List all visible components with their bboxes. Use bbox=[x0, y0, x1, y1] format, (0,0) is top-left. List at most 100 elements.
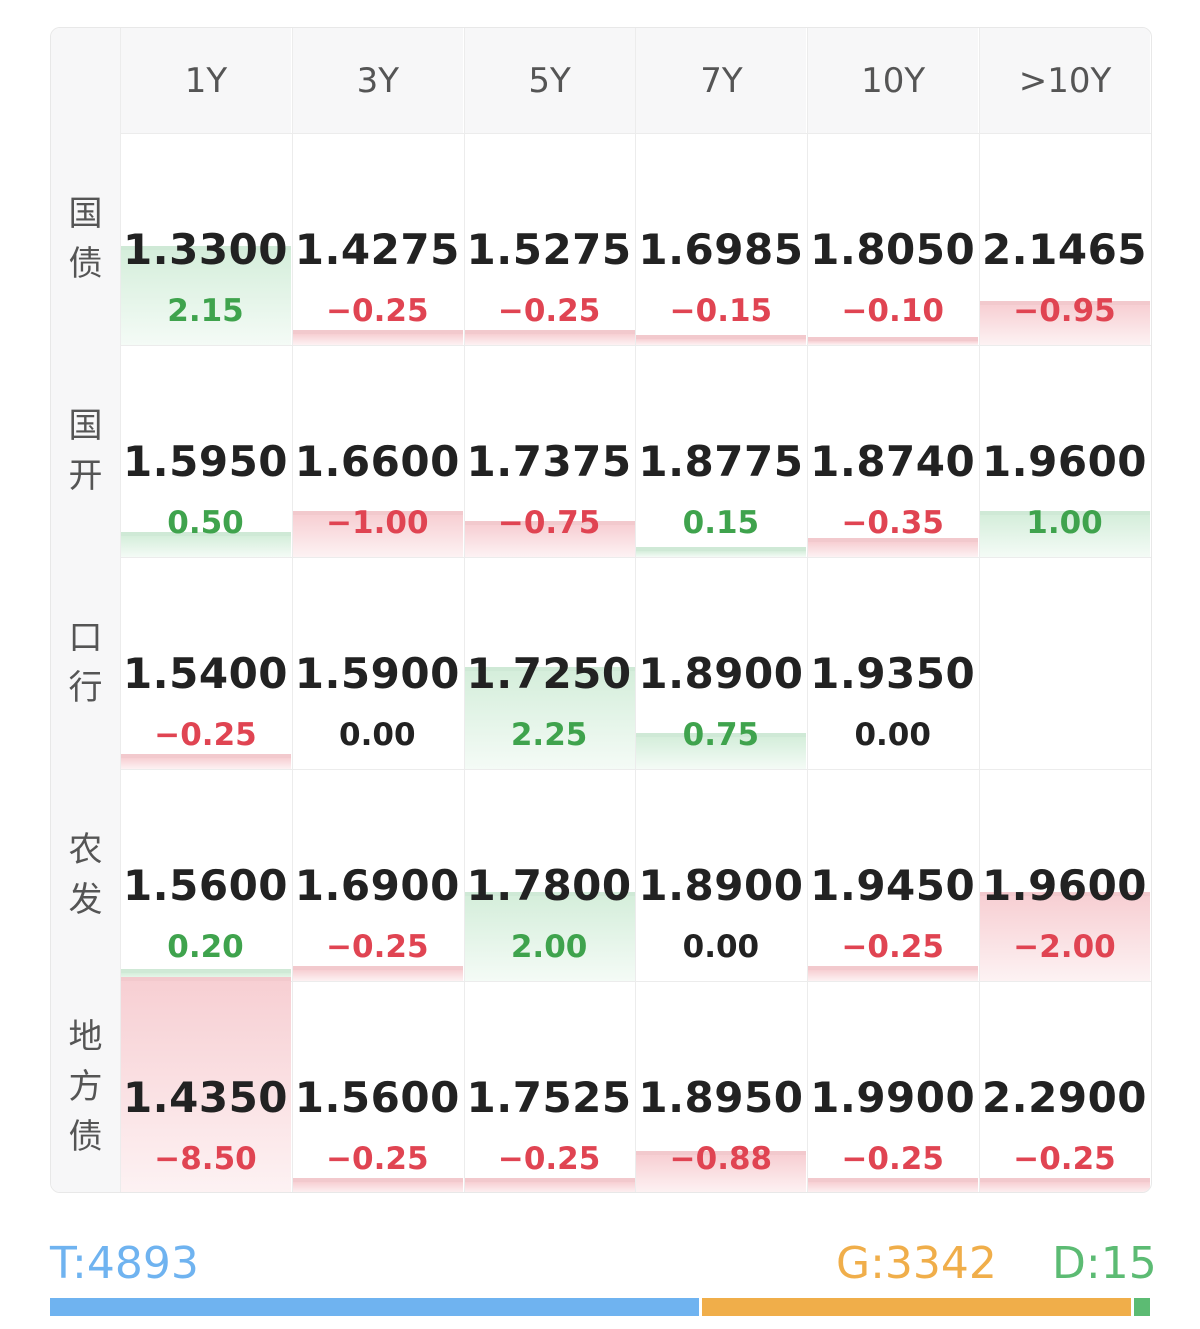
rate-value: 1.8900 bbox=[638, 649, 804, 698]
rate-value: 1.5600 bbox=[122, 861, 289, 910]
rate-value: 1.3300 bbox=[122, 225, 289, 274]
rate-cell[interactable]: 1.4275 −0.25 bbox=[291, 133, 463, 345]
rate-value: 1.4350 bbox=[122, 1073, 289, 1122]
column-divider bbox=[291, 133, 293, 1192]
rate-cell[interactable]: 1.9450 −0.25 bbox=[807, 769, 979, 981]
column-header[interactable]: 7Y bbox=[635, 28, 807, 133]
rate-value: 1.8900 bbox=[638, 861, 804, 910]
change-value: 2.25 bbox=[510, 717, 588, 753]
change-bar-down bbox=[807, 337, 979, 345]
row-header[interactable]: 国债 bbox=[51, 133, 120, 345]
rate-cell[interactable]: 1.7375 −0.75 bbox=[463, 345, 635, 557]
rate-value: 1.5400 bbox=[122, 649, 289, 698]
change-bar-up bbox=[120, 532, 291, 557]
row-header[interactable]: 口行 bbox=[51, 557, 120, 769]
yield-grid: 1Y 3Y 5Y 7Y 10Y >10Y 国债 1.3300 2.15 1.4275 −0.25 1.… bbox=[50, 27, 1152, 1193]
row-header-label: 地方债 bbox=[68, 1017, 103, 1157]
change-bar-down bbox=[807, 966, 979, 981]
rate-value: 1.8740 bbox=[810, 437, 976, 486]
row-divider bbox=[51, 769, 1151, 770]
rate-cell[interactable]: 1.9600 1.00 bbox=[979, 345, 1150, 557]
change-bar-down bbox=[635, 1151, 807, 1192]
rate-cell[interactable]: 1.5900 0.00 bbox=[292, 557, 463, 769]
rate-value: 1.7375 bbox=[466, 437, 632, 486]
change-value: 0.15 bbox=[682, 505, 760, 541]
change-value: −0.35 bbox=[841, 505, 944, 541]
row-divider bbox=[51, 981, 1151, 982]
rate-cell[interactable]: 1.4350 −8.50 bbox=[120, 977, 291, 1192]
rate-value: 1.9600 bbox=[981, 861, 1148, 910]
rate-value: 1.6600 bbox=[294, 437, 460, 486]
rate-cell[interactable]: 1.6985 −0.15 bbox=[635, 133, 807, 345]
rate-cell[interactable]: 1.8050 −0.10 bbox=[807, 133, 979, 345]
column-divider bbox=[807, 133, 809, 1192]
change-bar-down bbox=[291, 330, 463, 345]
change-bar-up bbox=[120, 246, 291, 345]
change-value: 0.00 bbox=[339, 717, 416, 753]
rate-value: 1.5600 bbox=[294, 1073, 460, 1122]
rate-cell[interactable]: 1.5275 −0.25 bbox=[463, 133, 635, 345]
change-value: 2.00 bbox=[510, 929, 588, 965]
rate-value: 1.5275 bbox=[466, 225, 632, 274]
change-bar-down bbox=[120, 754, 291, 769]
rate-value: 1.9350 bbox=[810, 649, 976, 698]
column-header[interactable]: >10Y bbox=[979, 28, 1150, 133]
column-header[interactable]: 5Y bbox=[463, 28, 635, 133]
rate-cell[interactable]: 1.9350 0.00 bbox=[807, 557, 978, 769]
change-bar-down bbox=[807, 538, 979, 557]
rate-cell[interactable]: 1.6600 −1.00 bbox=[291, 345, 463, 557]
row-divider bbox=[51, 557, 1151, 558]
rate-value: 1.7800 bbox=[466, 861, 632, 910]
column-header[interactable]: 1Y bbox=[120, 28, 291, 133]
rate-cell[interactable]: 1.7525 −0.25 bbox=[463, 981, 635, 1192]
d-segment bbox=[1133, 1298, 1150, 1316]
row-header[interactable]: 国开 bbox=[51, 345, 120, 557]
change-value: 0.50 bbox=[167, 505, 244, 541]
change-bar-down bbox=[291, 1178, 463, 1192]
change-value: −0.25 bbox=[497, 293, 601, 329]
rate-cell[interactable]: 2.1465 −0.95 bbox=[979, 133, 1150, 345]
g-count-label: G:3342 bbox=[836, 1238, 997, 1289]
rate-cell[interactable]: 1.9600 −2.00 bbox=[979, 769, 1150, 981]
row-header[interactable]: 地方债 bbox=[51, 981, 120, 1192]
rate-cell[interactable]: 1.8900 0.00 bbox=[635, 769, 806, 981]
row-header-label: 国开 bbox=[68, 406, 103, 496]
rate-cell[interactable]: 1.5400 −0.25 bbox=[120, 557, 291, 769]
column-divider bbox=[1150, 133, 1151, 1192]
rate-cell[interactable]: 1.8740 −0.35 bbox=[807, 345, 979, 557]
row-divider bbox=[51, 345, 1151, 346]
rate-cell[interactable]: 1.9900 −0.25 bbox=[807, 981, 979, 1192]
change-value: −0.25 bbox=[841, 1141, 944, 1177]
change-bar-down bbox=[807, 1178, 979, 1192]
rate-cell[interactable]: 1.7250 2.25 bbox=[463, 557, 635, 769]
column-header[interactable]: 3Y bbox=[291, 28, 463, 133]
row-header[interactable]: 农发 bbox=[51, 769, 120, 981]
distribution-bar bbox=[50, 1298, 1150, 1316]
rate-cell[interactable]: 2.2900 −0.25 bbox=[979, 981, 1150, 1192]
rate-cell[interactable]: 1.5600 0.20 bbox=[120, 769, 291, 981]
rate-cell[interactable]: 1.5600 −0.25 bbox=[291, 981, 463, 1192]
change-bar-up bbox=[635, 733, 807, 769]
change-value: 0.75 bbox=[682, 717, 760, 753]
rate-cell[interactable]: 1.8775 0.15 bbox=[635, 345, 807, 557]
rate-value: 1.4275 bbox=[294, 225, 460, 274]
rate-cell[interactable]: 1.5950 0.50 bbox=[120, 345, 291, 557]
t-segment bbox=[50, 1298, 699, 1316]
rate-cell[interactable] bbox=[979, 557, 1150, 769]
change-value: 0.00 bbox=[682, 929, 760, 965]
rate-cell[interactable]: 1.6900 −0.25 bbox=[291, 769, 463, 981]
rate-value: 1.5950 bbox=[122, 437, 289, 486]
row-header-label: 口行 bbox=[68, 618, 103, 708]
rate-cell[interactable]: 1.7800 2.00 bbox=[463, 769, 635, 981]
rate-cell[interactable]: 1.8950 −0.88 bbox=[635, 981, 807, 1192]
column-header[interactable]: 10Y bbox=[807, 28, 979, 133]
change-value: −0.10 bbox=[841, 293, 944, 329]
rate-cell[interactable]: 1.8900 0.75 bbox=[635, 557, 807, 769]
rate-value: 1.8775 bbox=[638, 437, 804, 486]
change-bar-down bbox=[291, 511, 463, 557]
grid-corner bbox=[51, 28, 120, 133]
column-divider bbox=[463, 133, 465, 1192]
d-count-label: D:15 bbox=[1052, 1238, 1157, 1289]
rate-cell[interactable]: 1.3300 2.15 bbox=[120, 133, 291, 345]
change-bar-down bbox=[463, 1178, 635, 1192]
